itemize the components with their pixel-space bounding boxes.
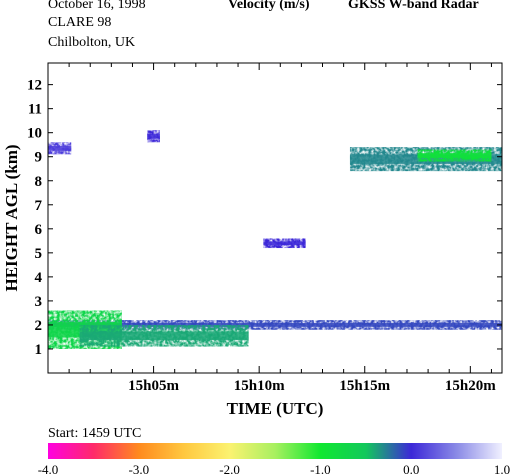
echo-low-cloud-layer: [48, 320, 502, 330]
header-campaign: CLARE 98: [48, 15, 112, 30]
colorbar-tick-label: 0.0: [403, 462, 419, 476]
x-tick-label: 15h05m: [128, 378, 179, 394]
echo-low-cloud-fallstreaks: [79, 324, 249, 347]
echo-layer: [48, 130, 502, 349]
echo-cirrus-late-core: [417, 149, 492, 162]
y-tick-label: 6: [35, 222, 43, 238]
colorbar: [48, 443, 502, 459]
x-axis-label: TIME (UTC): [226, 399, 324, 418]
y-tick-label: 1: [35, 342, 43, 358]
x-tick-label: 15h10m: [234, 378, 285, 394]
header-instrument: GKSS W-band Radar: [348, 0, 479, 12]
colorbar-tick-label: 1.0: [494, 462, 510, 476]
plot-frame: [47, 62, 503, 374]
colorbar-tick-label: -2.0: [219, 462, 240, 476]
colorbar-tick-label: -4.0: [38, 462, 59, 476]
header-date: October 16, 1998: [48, 0, 146, 12]
y-tick-label: 9: [35, 150, 43, 166]
y-tick-label: 11: [28, 102, 42, 118]
header-site: Chilbolton, UK: [48, 35, 136, 50]
y-tick-label: 2: [35, 318, 43, 334]
colorbar-tick-label: -1.0: [310, 462, 331, 476]
echo-mid-cloud-11min: [263, 238, 306, 249]
y-tick-label: 5: [35, 246, 43, 262]
y-tick-label: 3: [35, 294, 43, 310]
x-tick-label: 15h15m: [339, 378, 390, 394]
colorbar-labels: -4.0 -3.0 -2.0 -1.0 0.0 1.0: [38, 462, 510, 476]
colorbar-tick-label: -3.0: [129, 462, 150, 476]
x-ticks: 15h05m 15h10m 15h15m 15h20m: [47, 63, 496, 394]
y-tick-label: 4: [35, 270, 43, 286]
start-label: Start: 1459 UTC: [48, 426, 142, 441]
header-quantity: Velocity (m/s): [228, 0, 310, 12]
echo-cirrus-early: [48, 142, 72, 155]
y-tick-label: 12: [27, 78, 42, 94]
y-tick-label: 10: [27, 126, 42, 142]
x-tick-label: 15h20m: [445, 378, 496, 394]
y-tick-label: 8: [35, 174, 43, 190]
y-tick-label: 7: [35, 198, 43, 214]
echo-cirrus-patch-5min: [147, 130, 160, 143]
